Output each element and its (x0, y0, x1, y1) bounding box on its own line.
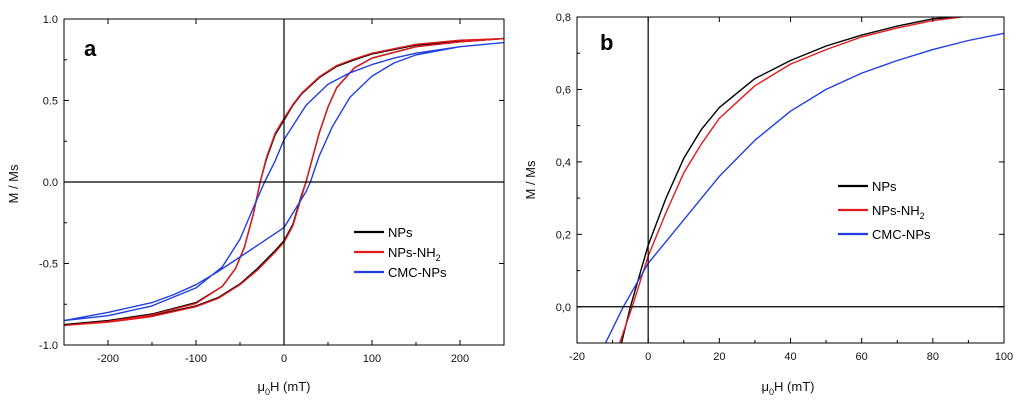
series-layer-a (64, 37, 504, 327)
series-line-nps-nh2-a (64, 37, 504, 327)
legend-label-main: NPs (388, 225, 413, 240)
y-tick-label-a: -0.5 (39, 259, 58, 271)
legend-label-main: NPs-NH (872, 203, 920, 218)
panel-label-a: a (84, 36, 97, 61)
legend-label-main: CMC-NPs (388, 265, 447, 280)
x-axis-title-b-sub: 0 (769, 387, 774, 397)
series-line-nps-nh2-b (619, 17, 962, 343)
legend-label-main: NPs-NH (388, 245, 436, 260)
x-axis-title-a-rest: H (mT) (270, 379, 310, 394)
y-tick-label-a: 1.0 (43, 14, 58, 26)
y-tick-label-b: 0,8 (556, 12, 571, 24)
legend-label-a: CMC-NPs (388, 265, 447, 280)
y-tick-label-b: 0,6 (556, 84, 571, 96)
legend-a: NPs NPs-NH2 CMC-NPs (354, 225, 447, 280)
x-tick-label-a: 0 (281, 353, 287, 365)
legend-label-main: NPs (872, 179, 897, 194)
x-axis-title-a: μ0H (mT) (258, 379, 311, 397)
y-axis-title-a: M / Ms (6, 164, 21, 203)
x-tick-label-b: 40 (784, 351, 796, 363)
legend-label-a: NPs (388, 225, 413, 240)
x-tick-label-b: 20 (713, 351, 725, 363)
ticks-a: -200 -100 0 100 200 -1.0 -0.5 0.0 0.5 1.0 (39, 14, 504, 365)
x-tick-label-b: 60 (856, 351, 868, 363)
ticks-b: -20 0 20 40 60 80 100 0,0 0,2 0,4 0,6 0,8 (556, 12, 1013, 363)
x-axis-title-a-sub: 0 (265, 387, 270, 397)
x-axis-title-b: μ0H (mT) (762, 379, 815, 397)
legend-label-subscript: 2 (920, 211, 925, 221)
reference-lines-b (577, 17, 1004, 343)
y-axis-title-b: M / Ms (523, 160, 538, 199)
y-tick-label-a: 0.5 (43, 96, 58, 108)
x-tick-label-a: -100 (185, 353, 207, 365)
x-tick-label-a: 200 (451, 353, 469, 365)
legend-b: NPs NPs-NH2 CMC-NPs (838, 179, 931, 242)
x-axis-title-b-rest: H (mT) (774, 379, 814, 394)
reference-lines-a (64, 19, 504, 345)
legend-label-b: CMC-NPs (872, 227, 931, 242)
x-axis-title-a-mu: μ (258, 379, 266, 394)
series-line-cmc-nps-a (64, 41, 504, 322)
legend-label-b: NPs (872, 179, 897, 194)
x-tick-label-b: 100 (995, 351, 1013, 363)
series-line-nps-b (620, 17, 955, 343)
panel-label-b: b (600, 30, 613, 55)
legend-label-b: NPs-NH2 (872, 203, 925, 221)
x-tick-label-a: 100 (363, 353, 381, 365)
x-axis-title-b-mu: μ (762, 379, 770, 394)
y-tick-label-b: 0,4 (556, 157, 571, 169)
legend-label-main: CMC-NPs (872, 227, 931, 242)
y-tick-label-b: 0,0 (556, 302, 571, 314)
chart-panel-a: -200 -100 0 100 200 -1.0 -0.5 0.0 0.5 1.0 a M / M… (6, 14, 505, 397)
legend-label-a: NPs-NH2 (388, 245, 441, 263)
y-tick-label-a: 0.0 (43, 177, 58, 189)
x-tick-label-b: 0 (645, 351, 651, 363)
y-tick-label-a: -1.0 (39, 340, 58, 352)
legend-label-subscript: 2 (436, 253, 441, 263)
x-tick-label-b: -20 (569, 351, 585, 363)
x-tick-label-a: -200 (97, 353, 119, 365)
y-tick-label-b: 0,2 (556, 229, 571, 241)
x-tick-label-b: 80 (927, 351, 939, 363)
